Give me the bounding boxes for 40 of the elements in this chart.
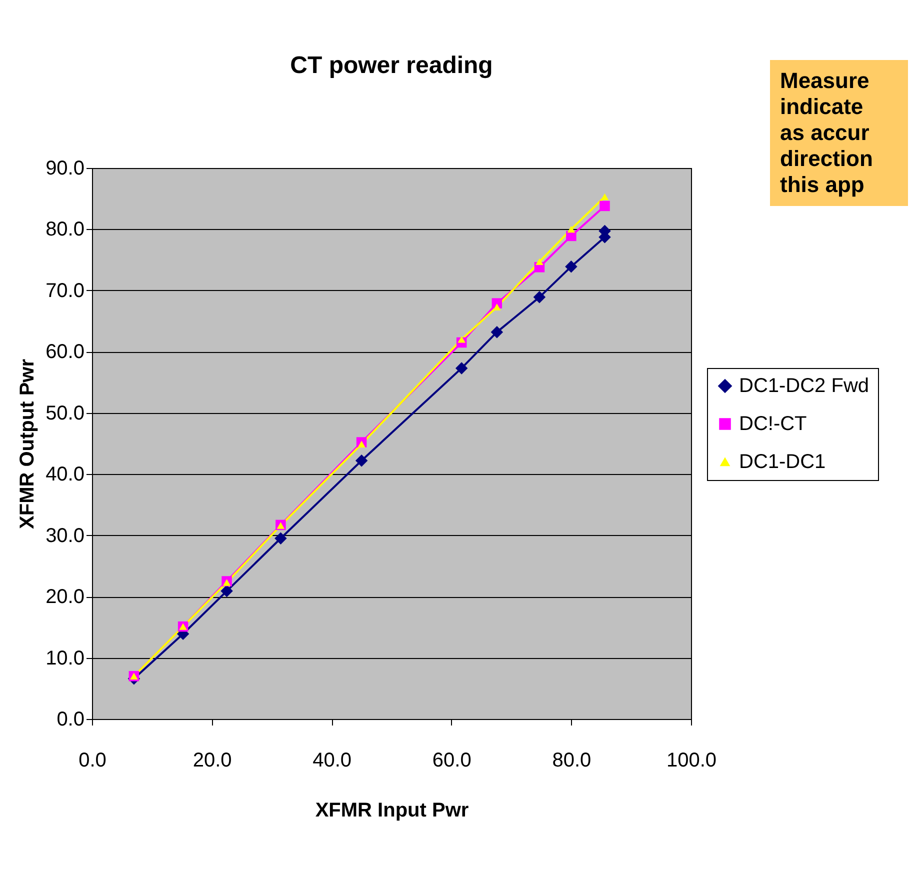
- point: [566, 230, 576, 242]
- y-tick-label: 0.0: [56, 708, 84, 730]
- x-tick-label: 20.0: [192, 750, 232, 772]
- legend-label: DC1-DC1: [739, 451, 826, 473]
- point: [565, 260, 578, 273]
- point: [458, 336, 466, 343]
- x-tick-label: 100.0: [666, 750, 717, 772]
- text: Measure indicate as accur direction this app: [770, 60, 908, 206]
- y-tick-label: 70.0: [46, 280, 84, 302]
- point: [276, 522, 285, 529]
- x-axis-title: XFMR Input Pwr: [315, 800, 469, 822]
- point: [222, 579, 231, 586]
- y-tick-label: 50.0: [46, 402, 84, 424]
- point: [355, 454, 368, 467]
- point: [358, 440, 366, 448]
- point: [533, 291, 546, 304]
- point: [536, 258, 544, 266]
- x-tick-label: 80.0: [552, 750, 592, 772]
- legend-label: DC!-CT: [739, 413, 807, 435]
- x-tick-label: 0.0: [78, 750, 106, 772]
- point: [493, 304, 501, 310]
- y-tick-label: 40.0: [46, 464, 84, 486]
- y-tick-label: 20.0: [46, 586, 84, 608]
- y-axis-title: XFMR Output Pwr: [16, 358, 39, 529]
- point: [455, 362, 468, 374]
- legend-label: DC1-DC2 Fwd: [739, 375, 870, 397]
- point: [274, 532, 287, 545]
- point: [220, 584, 233, 598]
- y-tick-label: 10.0: [46, 647, 84, 670]
- y-tick-label: 60.0: [46, 341, 84, 364]
- point: [600, 200, 610, 212]
- y-tick-label: 90.0: [46, 158, 84, 180]
- point: [600, 193, 609, 200]
- point: [490, 326, 504, 338]
- x-tick-label: 60.0: [432, 750, 472, 772]
- point: [567, 226, 576, 233]
- y-tick-label: 80.0: [46, 218, 84, 241]
- y-tick-label: 30.0: [46, 524, 84, 547]
- x-tick-label: 40.0: [312, 750, 352, 772]
- chart-title: CT power reading: [290, 52, 493, 79]
